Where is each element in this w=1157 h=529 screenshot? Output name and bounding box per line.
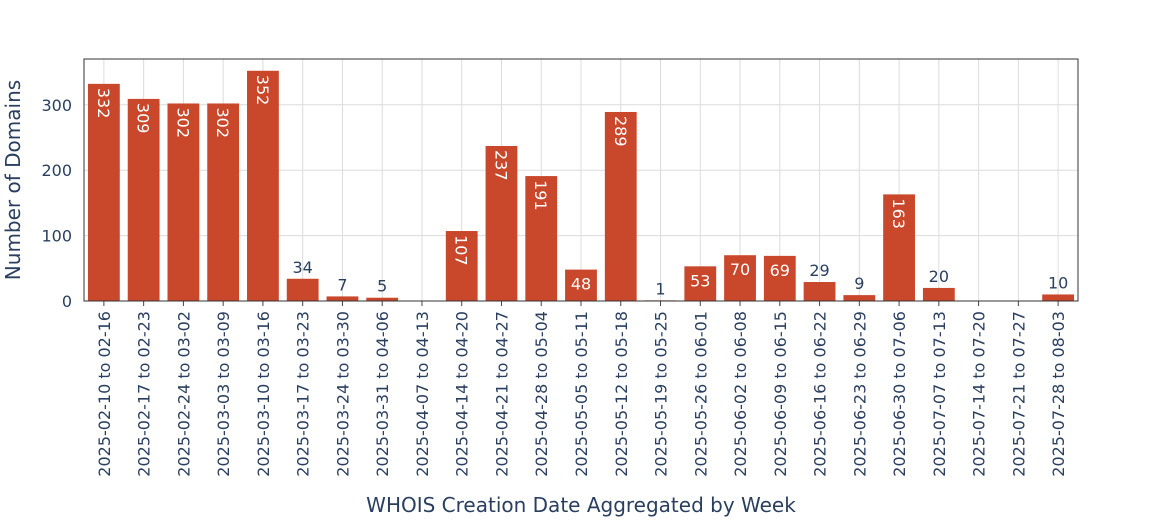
- bar: [167, 103, 200, 301]
- bar: [763, 255, 796, 301]
- value-label: 352: [253, 75, 272, 106]
- x-tick-label: 2025-07-21 to 07-27: [1009, 311, 1028, 477]
- bar: [922, 287, 955, 301]
- bar: [207, 103, 240, 301]
- bar: [326, 296, 359, 301]
- x-tick-label: 2025-07-07 to 07-13: [930, 311, 949, 477]
- value-label: 1: [655, 279, 665, 298]
- value-label: 7: [337, 275, 347, 294]
- x-tick-label: 2025-02-10 to 02-16: [95, 311, 114, 477]
- x-tick-label: 2025-06-09 to 06-15: [771, 311, 790, 477]
- value-label: 302: [173, 107, 192, 138]
- value-label: 9: [854, 274, 864, 293]
- value-label: 69: [770, 261, 790, 280]
- value-label: 5: [377, 277, 387, 296]
- bar: [87, 83, 120, 301]
- x-tick-label: 2025-06-30 to 07-06: [890, 311, 909, 477]
- bar: [366, 297, 399, 301]
- x-tick-label: 2025-02-24 to 03-02: [174, 311, 193, 477]
- bar: [1042, 294, 1075, 301]
- bar: [604, 111, 637, 301]
- x-tick-label: 2025-07-28 to 08-03: [1049, 311, 1068, 477]
- x-tick-label: 2025-02-17 to 02-23: [135, 311, 154, 477]
- value-label: 332: [94, 88, 113, 119]
- bar: [724, 255, 756, 301]
- x-tick-label: 2025-03-31 to 04-06: [373, 311, 392, 477]
- bar: [883, 194, 915, 301]
- bar: [247, 70, 279, 301]
- value-label: 10: [1048, 273, 1068, 292]
- bar: [525, 176, 558, 301]
- x-tick-label: 2025-06-23 to 06-29: [850, 311, 869, 477]
- value-label: 48: [571, 275, 591, 294]
- x-tick-label: 2025-03-17 to 03-23: [294, 311, 313, 477]
- value-label: 107: [452, 235, 471, 266]
- x-tick-label: 2025-05-12 to 05-18: [612, 311, 631, 477]
- x-tick-label: 2025-06-02 to 06-08: [731, 311, 750, 477]
- x-tick-label: 2025-05-26 to 06-01: [691, 311, 710, 477]
- bar: [843, 295, 876, 301]
- value-label: 309: [134, 103, 153, 134]
- x-tick-label: 2025-03-24 to 03-30: [333, 311, 352, 477]
- x-tick-label: 2025-05-19 to 05-25: [652, 311, 671, 477]
- value-label: 53: [690, 271, 710, 290]
- bar: [485, 145, 518, 301]
- bar: [286, 278, 319, 301]
- bar: [127, 98, 160, 301]
- value-label: 191: [531, 180, 550, 211]
- value-label: 163: [889, 198, 908, 229]
- plot-frame: [83, 58, 1079, 302]
- value-label: 34: [293, 258, 313, 277]
- value-label: 302: [213, 107, 232, 138]
- x-tick-label: 2025-04-21 to 04-27: [492, 311, 511, 477]
- x-tick-label: 2025-06-16 to 06-22: [811, 311, 830, 477]
- x-tick-label: 2025-07-14 to 07-20: [970, 311, 989, 477]
- bar: [684, 266, 717, 301]
- x-tick-label: 2025-03-03 to 03-09: [214, 311, 233, 477]
- value-label: 70: [730, 260, 750, 279]
- y-tick-label: 200: [41, 161, 72, 180]
- x-tick-label: 2025-04-14 to 04-20: [453, 311, 472, 477]
- y-tick-label: 300: [41, 96, 72, 115]
- y-tick-label: 100: [41, 227, 72, 246]
- x-tick-label: 2025-04-28 to 05-04: [532, 311, 551, 477]
- x-tick-label: 2025-03-10 to 03-16: [254, 311, 273, 477]
- x-tick-label: 2025-05-05 to 05-11: [572, 311, 591, 477]
- bar: [565, 269, 597, 301]
- bar: [803, 282, 836, 301]
- y-axis-title: Number of Domains: [1, 80, 25, 280]
- x-tick-label: 2025-04-07 to 04-13: [413, 311, 432, 477]
- value-label: 29: [809, 261, 829, 280]
- y-tick-label: 0: [62, 292, 72, 311]
- x-axis-title: WHOIS Creation Date Aggregated by Week: [366, 493, 796, 517]
- value-label: 20: [929, 267, 949, 286]
- value-label: 289: [611, 116, 630, 147]
- value-label: 237: [491, 150, 510, 181]
- bar: [445, 231, 478, 301]
